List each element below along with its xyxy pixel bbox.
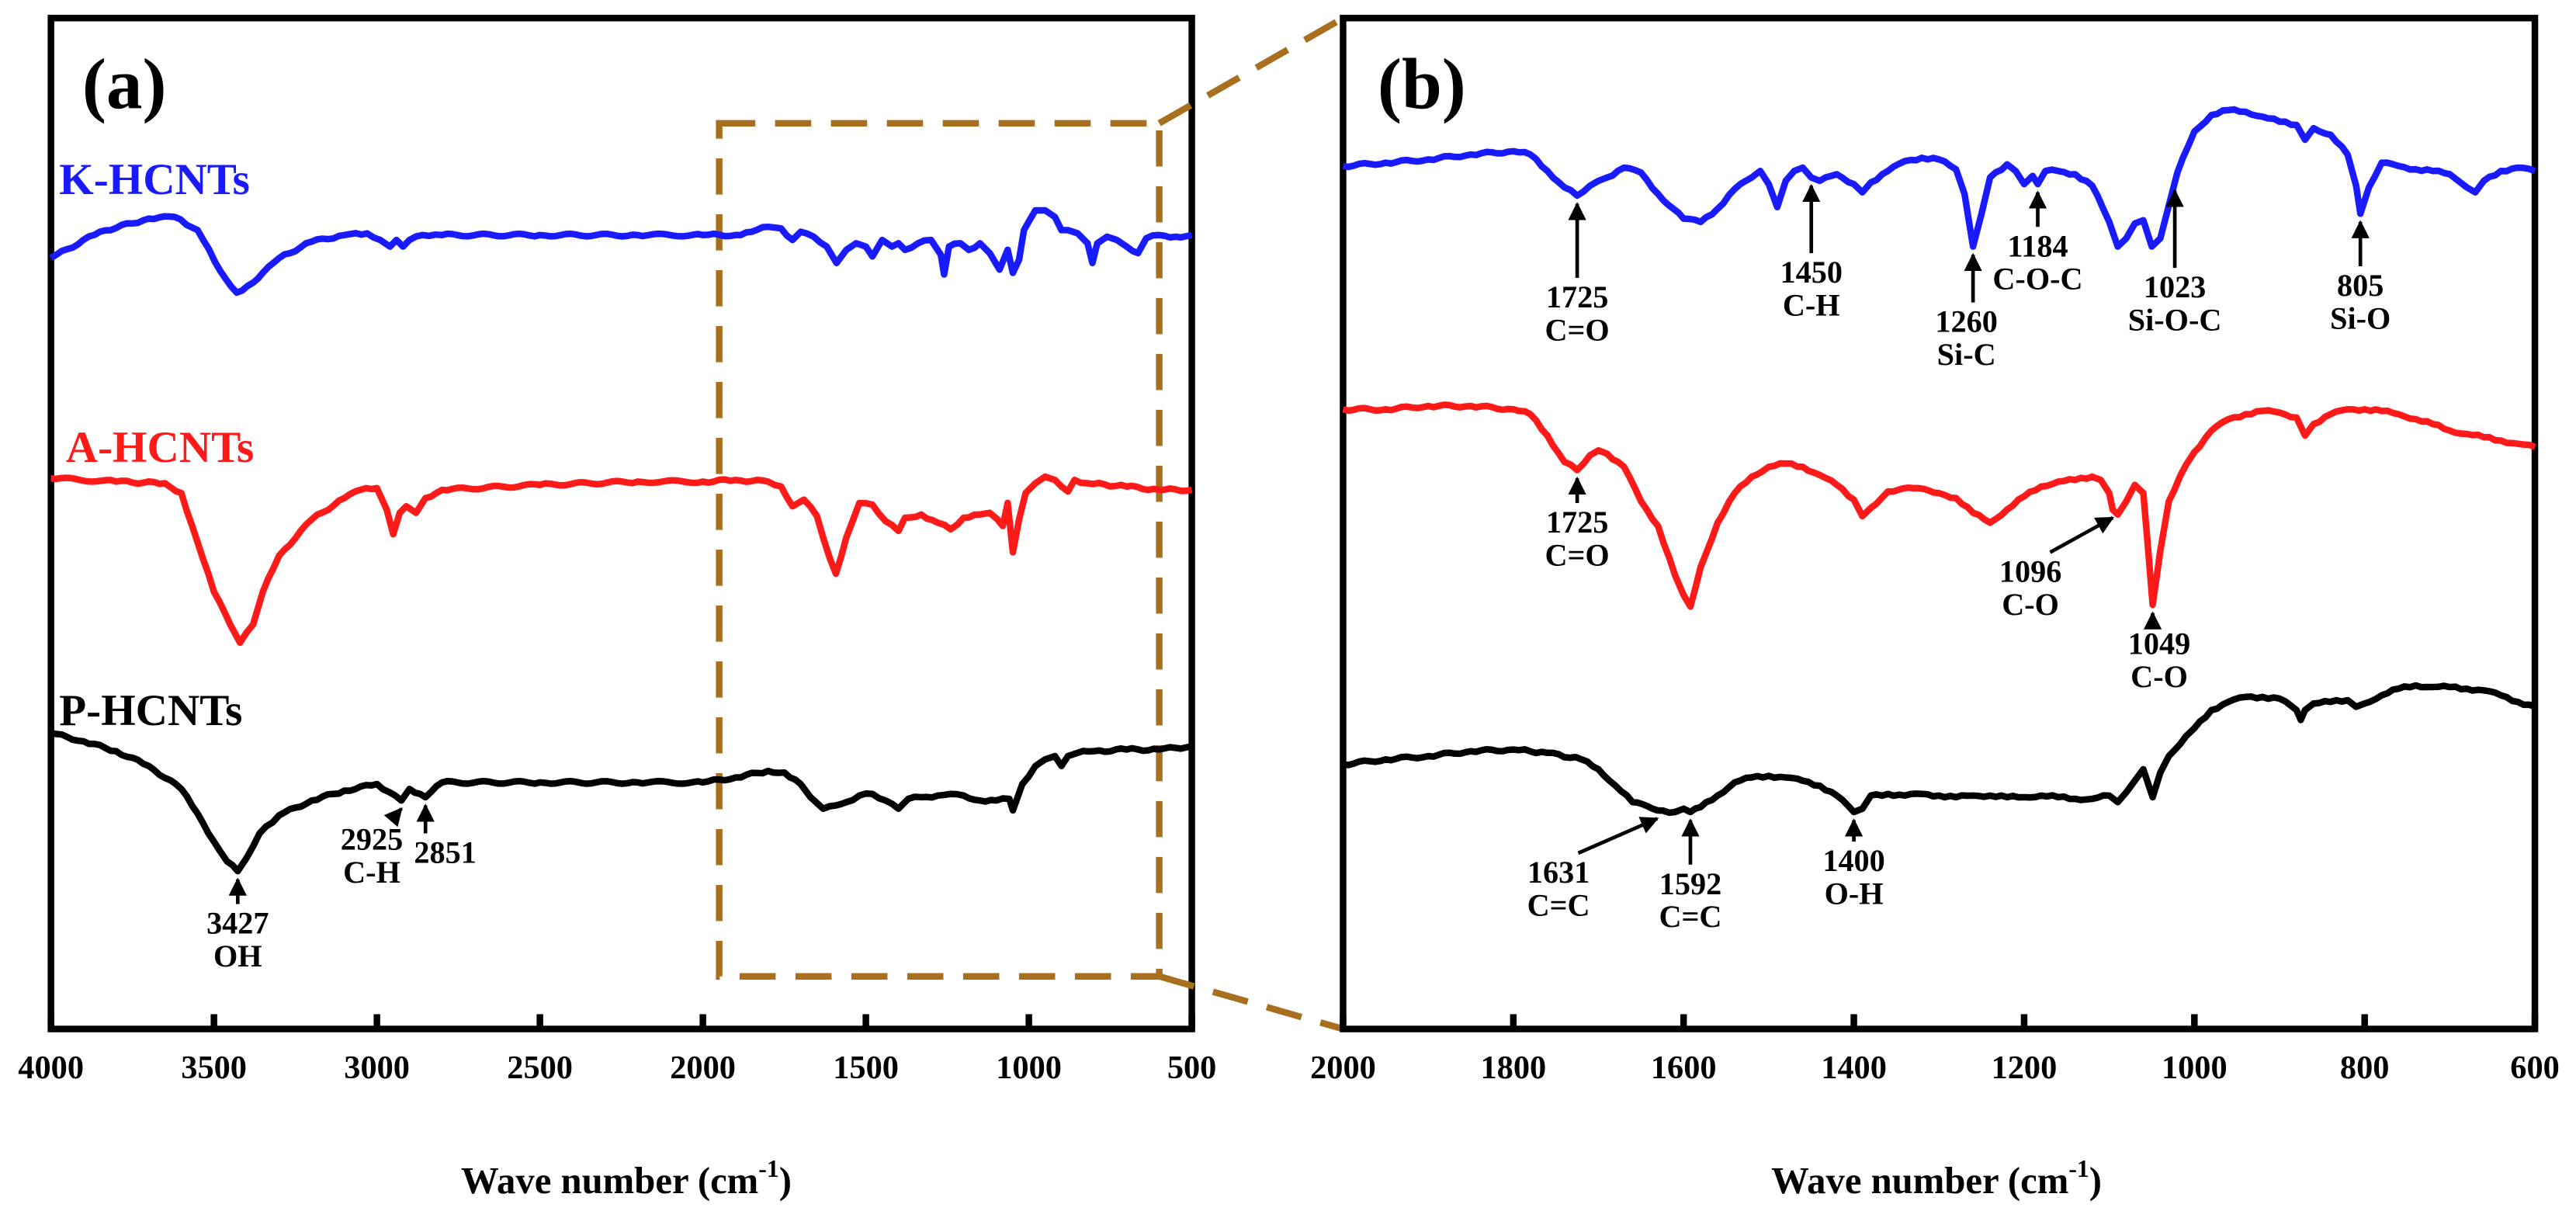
- peak-wavenumber-label: 1184: [2007, 228, 2068, 263]
- peak-wavenumber-label: 1592: [1659, 866, 1721, 901]
- peak-wavenumber-label: 2925: [341, 822, 403, 857]
- x-tick-label-1200: 1200: [1992, 1050, 2058, 1086]
- peak-wavenumber-label: 1631: [1527, 855, 1590, 890]
- peak-wavenumber-label: 805: [2337, 268, 2384, 303]
- x-tick-label-1400: 1400: [1821, 1050, 1887, 1086]
- peak-assignment-label: C-O-C: [1992, 262, 2082, 297]
- series-label-p-hcnts: P-HCNTs: [59, 686, 242, 735]
- peak-wavenumber-label: 1260: [1935, 304, 1997, 339]
- peak-assignment-label: C-O: [2002, 587, 2059, 622]
- x-tick-label-3000: 3000: [344, 1050, 410, 1086]
- peak-assignment-label: C=O: [1545, 537, 1609, 572]
- peak-assignment-label: Si-O-C: [2128, 303, 2222, 338]
- peak-assignment-label: C=O: [1545, 312, 1609, 347]
- annotation-arrow: [1577, 817, 1659, 855]
- peak-wavenumber-label: 1049: [2128, 626, 2190, 661]
- peak-assignment-label: Si-O: [2330, 300, 2391, 335]
- peak-wavenumber-label: 3427: [206, 906, 269, 941]
- panel-a-series-labels: K-HCNTs A-HCNTs P-HCNTs: [59, 155, 254, 735]
- x-tick-label-600: 600: [2510, 1050, 2560, 1086]
- peak-wavenumber-label: 1400: [1822, 843, 1884, 878]
- x-tick-label-1500: 1500: [833, 1050, 899, 1086]
- peak-assignment-label: C=C: [1659, 899, 1721, 934]
- spectrum-a-hcnts: [1342, 401, 2536, 610]
- peak-wavenumber-label: 1725: [1546, 505, 1608, 540]
- peak-wavenumber-label: 1023: [2144, 269, 2206, 304]
- zoom-connector-top: [1157, 15, 1345, 127]
- x-tick-label-1000: 1000: [2162, 1050, 2228, 1086]
- spectrum-p-hcnts: [50, 730, 1193, 875]
- annotation-p-hcnts-2851: 2851: [414, 803, 477, 870]
- panel-b-label: (b): [1378, 45, 1466, 125]
- x-tick-label-2500: 2500: [507, 1050, 573, 1086]
- panel-a-spectra: [49, 206, 1193, 875]
- spectrum-a-hcnts: [50, 473, 1193, 647]
- x-tick-label-3500: 3500: [181, 1050, 247, 1086]
- spectrum-p-hcnts: [1342, 682, 2536, 817]
- x-tick-label-4000: 4000: [18, 1050, 84, 1086]
- zoom-region-box: [716, 120, 1163, 980]
- panel-b-x-ticks: 2000 1800 1600 1400 1200 1000 800 600: [1310, 1014, 2560, 1086]
- x-tick-label-500: 500: [1167, 1050, 1217, 1086]
- peak-wavenumber-label: 1725: [1546, 279, 1608, 314]
- zoom-connector-bottom: [1158, 973, 1344, 1032]
- panel-a-zoom-box: [716, 120, 1163, 980]
- peak-assignment-label: C=C: [1527, 887, 1590, 922]
- zoom-connectors: [1157, 15, 1345, 1032]
- panel-a-label: (a): [82, 45, 167, 125]
- peak-wavenumber-label: 2851: [414, 835, 476, 870]
- panel-b: 2000 1800 1600 1400 1200 1000 800 600 1725C=O14…: [1310, 15, 2560, 1202]
- panel-a-frame: [47, 15, 1195, 1032]
- spectrum-k-hcnts: [49, 206, 1193, 297]
- peak-assignment-label: C-O: [2130, 659, 2188, 694]
- x-tick-label-1000: 1000: [996, 1050, 1062, 1086]
- peak-wavenumber-label: 1450: [1780, 255, 1842, 290]
- peak-assignment-label: C-H: [1783, 288, 1840, 323]
- annotation-arrow: [383, 807, 403, 828]
- x-tick-label-2000: 2000: [1310, 1050, 1376, 1086]
- x-tick-label-2000: 2000: [670, 1050, 736, 1086]
- x-tick-label-800: 800: [2340, 1050, 2390, 1086]
- peak-assignment-label: OH: [213, 939, 262, 973]
- x-tick-label-1600: 1600: [1651, 1050, 1717, 1086]
- series-label-a-hcnts: A-HCNTs: [66, 423, 254, 472]
- annotation-arrow: [2049, 515, 2115, 554]
- peak-assignment-label: O-H: [1825, 876, 1884, 911]
- x-tick-label-1800: 1800: [1480, 1050, 1546, 1086]
- panel-a-x-ticks: 4000 3500 3000 2500 2000 1500 1000 500: [18, 1014, 1216, 1086]
- panel-b-spectra: [1342, 106, 2536, 817]
- panel-b-frame: [1340, 15, 2539, 1032]
- spectrum-k-hcnts: [1342, 106, 2536, 250]
- peak-assignment-label: C-H: [343, 855, 400, 890]
- peak-assignment-label: Si-C: [1937, 337, 1996, 372]
- panel-b-x-axis-label: Wave number (cm-1): [1771, 1155, 2102, 1202]
- peak-wavenumber-label: 1096: [1999, 554, 2061, 589]
- series-label-k-hcnts: K-HCNTs: [59, 155, 250, 204]
- panel-a-x-axis-label: Wave number (cm-1): [461, 1155, 792, 1202]
